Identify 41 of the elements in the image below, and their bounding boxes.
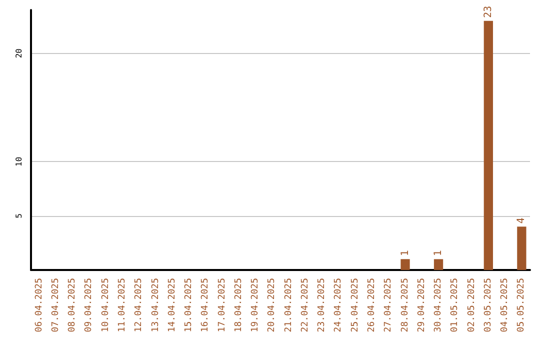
x-tick-label: 19.04.2025	[250, 278, 261, 332]
x-tick-label: 23.04.2025	[317, 278, 328, 332]
data-label: 4	[516, 218, 528, 224]
x-tick-label: 01.05.2025	[450, 278, 460, 332]
x-tick-label: 14.04.2025	[167, 278, 178, 332]
x-tick-label: 02.05.2025	[466, 278, 477, 332]
x-tick-label: 09.04.2025	[84, 278, 94, 332]
x-tick-label: 17.04.2025	[217, 278, 228, 332]
x-tick-label: 11.04.2025	[117, 278, 128, 332]
x-tick-label: 13.04.2025	[150, 278, 161, 332]
bar	[484, 20, 493, 270]
x-tick-label: 21.04.2025	[284, 278, 294, 332]
x-tick-label: 18.04.2025	[234, 278, 244, 332]
x-tick-label: 24.04.2025	[334, 278, 344, 332]
x-tick-label: 10.04.2025	[100, 278, 111, 332]
x-tick-label: 06.04.2025	[34, 278, 44, 332]
y-tick-label: 20	[14, 48, 24, 58]
y-tick-label: 10	[14, 156, 24, 166]
x-tick-label: 30.04.2025	[434, 278, 444, 332]
x-tick-label: 27.04.2025	[384, 278, 394, 332]
y-tick-label: 5	[14, 213, 24, 218]
x-tick-label: 29.04.2025	[416, 278, 427, 332]
x-tick-label: 04.05.2025	[500, 278, 510, 332]
x-tick-label: 03.05.2025	[483, 278, 494, 332]
x-tick-label: 20.04.2025	[267, 278, 278, 332]
x-tick-label: 05.05.2025	[516, 278, 527, 332]
data-label: 23	[482, 6, 494, 18]
x-tick-label: 07.04.2025	[50, 278, 61, 332]
bar	[434, 259, 444, 270]
x-tick-label: 15.04.2025	[184, 278, 194, 332]
x-tick-label: 22.04.2025	[300, 278, 310, 332]
bar	[400, 259, 410, 270]
x-tick-label: 16.04.2025	[200, 278, 211, 332]
x-tick-label: 26.04.2025	[366, 278, 377, 332]
data-label: 1	[433, 250, 444, 256]
bar	[517, 226, 526, 270]
x-tick-label: 08.04.2025	[68, 278, 78, 332]
data-label: 1	[400, 250, 411, 256]
x-tick-label: 28.04.2025	[400, 278, 410, 332]
x-tick-label: 12.04.2025	[134, 278, 144, 332]
x-tick-label: 25.04.2025	[350, 278, 360, 332]
